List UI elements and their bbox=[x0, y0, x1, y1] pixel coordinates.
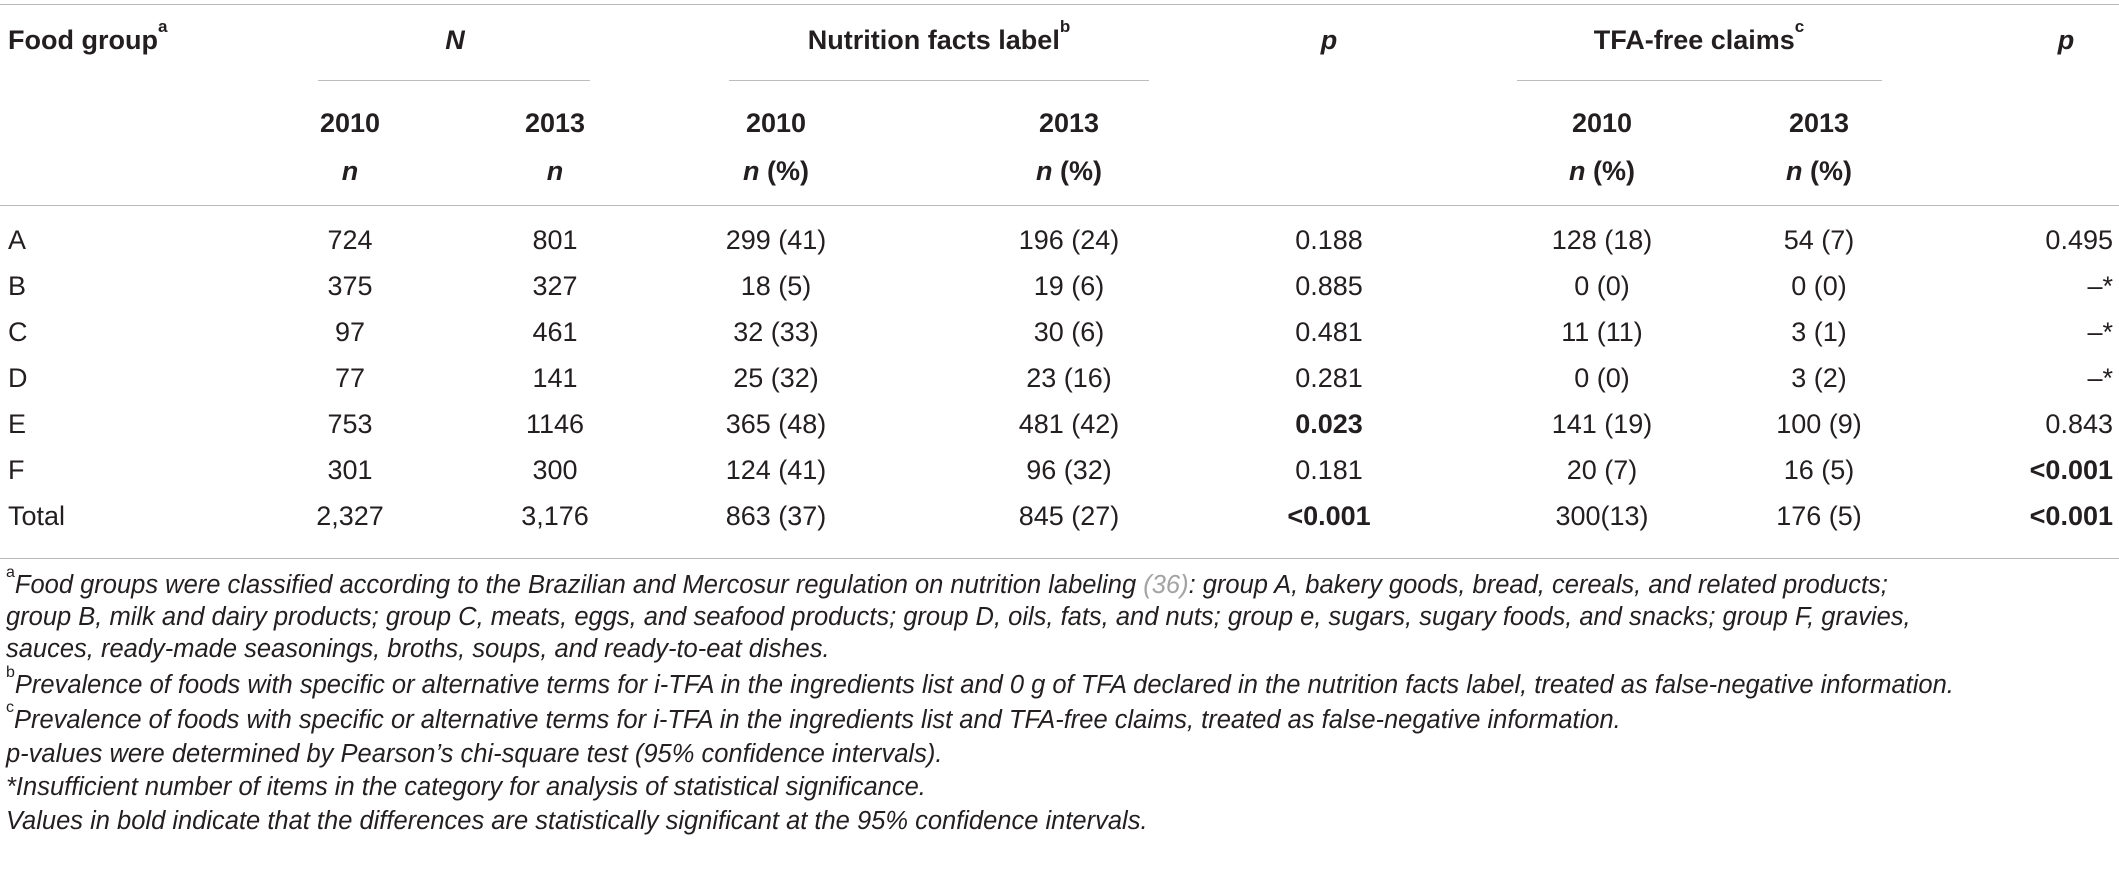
cell-p-tfa: –* bbox=[2087, 317, 2113, 347]
cell-n-2010: 375 bbox=[327, 271, 373, 301]
cell-n-2013: 801 bbox=[532, 225, 578, 255]
cell-n-2010: 753 bbox=[327, 409, 373, 439]
footnote-bold-values: Values in bold indicate that the differe… bbox=[6, 807, 1148, 835]
header-nutrition-facts-label: Nutrition facts labelb bbox=[807, 17, 1071, 55]
cell-tfa-2010: 141 (19) bbox=[1551, 409, 1653, 439]
cell-nutrition-2010: 299 (41) bbox=[725, 225, 827, 255]
header-unit: n bbox=[341, 156, 359, 186]
cell-nutrition-2013: 19 (6) bbox=[1033, 271, 1105, 301]
header-p-nutrition: p bbox=[1320, 25, 1338, 55]
cell-food-group: Total bbox=[8, 501, 66, 531]
cell-n-2013: 141 bbox=[532, 363, 578, 393]
cell-n-2010: 301 bbox=[327, 455, 373, 485]
cell-tfa-2010: 128 (18) bbox=[1551, 225, 1653, 255]
cell-nutrition-2013: 23 (16) bbox=[1026, 363, 1112, 393]
cell-n-2013: 327 bbox=[532, 271, 578, 301]
footnote-a: aFood groups were classified according t… bbox=[6, 564, 1888, 600]
cell-tfa-2013: 176 (5) bbox=[1776, 501, 1862, 531]
cell-p-nutrition: 0.281 bbox=[1295, 363, 1363, 393]
cell-nutrition-2010: 25 (32) bbox=[733, 363, 819, 393]
cell-p-tfa: –* bbox=[2087, 363, 2113, 393]
cell-nutrition-2013: 845 (27) bbox=[1018, 501, 1120, 531]
cell-tfa-2013: 100 (9) bbox=[1776, 409, 1862, 439]
footnote-p-values: p-values were determined by Pearson’s ch… bbox=[6, 740, 943, 768]
tfa-header-underline bbox=[1517, 80, 1882, 81]
cell-p-nutrition: <0.001 bbox=[1287, 501, 1371, 531]
header-year: 2013 bbox=[524, 108, 586, 138]
header-unit: n (%) bbox=[1786, 156, 1852, 186]
cell-p-tfa: <0.001 bbox=[2029, 455, 2113, 485]
table-bottom-rule bbox=[0, 558, 2119, 559]
cell-tfa-2013: 54 (7) bbox=[1783, 225, 1855, 255]
cell-nutrition-2013: 30 (6) bbox=[1033, 317, 1105, 347]
cell-n-2013: 461 bbox=[532, 317, 578, 347]
header-unit: n (%) bbox=[1569, 156, 1635, 186]
header-year: 2010 bbox=[319, 108, 381, 138]
cell-food-group: C bbox=[8, 317, 28, 347]
cell-tfa-2010: 11 (11) bbox=[1561, 317, 1643, 347]
cell-food-group: F bbox=[8, 455, 25, 485]
cell-p-nutrition: 0.481 bbox=[1295, 317, 1363, 347]
n-header-underline bbox=[318, 80, 590, 81]
nutrition-header-underline bbox=[729, 80, 1149, 81]
cell-food-group: D bbox=[8, 363, 28, 393]
cell-tfa-2010: 0 (0) bbox=[1574, 363, 1630, 393]
cell-n-2010: 724 bbox=[327, 225, 373, 255]
cell-p-nutrition: 0.885 bbox=[1295, 271, 1363, 301]
cell-tfa-2013: 0 (0) bbox=[1791, 271, 1847, 301]
header-unit: n bbox=[546, 156, 564, 186]
cell-n-2013: 1146 bbox=[525, 409, 585, 439]
footnote-b: bPrevalence of foods with specific or al… bbox=[6, 664, 1954, 700]
cell-p-nutrition: 0.023 bbox=[1295, 409, 1363, 439]
cell-nutrition-2010: 863 (37) bbox=[725, 501, 827, 531]
header-food-group: Food groupa bbox=[8, 17, 168, 55]
header-year: 2013 bbox=[1038, 108, 1100, 138]
cell-nutrition-2010: 124 (41) bbox=[725, 455, 827, 485]
cell-food-group: A bbox=[8, 225, 27, 255]
cell-n-2013: 3,176 bbox=[521, 501, 589, 531]
footnote-c: cPrevalence of foods with specific or al… bbox=[6, 699, 1621, 735]
header-tfa-free-claims: TFA-free claimsc bbox=[1593, 17, 1805, 55]
cell-nutrition-2013: 481 (42) bbox=[1018, 409, 1120, 439]
cell-nutrition-2013: 96 (32) bbox=[1026, 455, 1112, 485]
cell-n-2010: 77 bbox=[334, 363, 366, 393]
footnote-a-line3: sauces, ready-made seasonings, broths, s… bbox=[6, 635, 830, 663]
header-bottom-rule bbox=[0, 205, 2119, 206]
reference-link[interactable]: (36) bbox=[1143, 571, 1189, 599]
header-unit: n (%) bbox=[1036, 156, 1102, 186]
cell-n-2010: 2,327 bbox=[316, 501, 384, 531]
cell-tfa-2010: 0 (0) bbox=[1574, 271, 1630, 301]
cell-p-tfa: 0.495 bbox=[2045, 225, 2113, 255]
cell-food-group: B bbox=[8, 271, 27, 301]
cell-p-nutrition: 0.188 bbox=[1295, 225, 1363, 255]
cell-p-nutrition: 0.181 bbox=[1295, 455, 1363, 485]
header-n: N bbox=[445, 25, 465, 55]
cell-tfa-2013: 16 (5) bbox=[1783, 455, 1855, 485]
header-year: 2010 bbox=[1571, 108, 1633, 138]
footnote-a-line2: group B, milk and dairy products; group … bbox=[6, 603, 1911, 631]
cell-nutrition-2010: 32 (33) bbox=[733, 317, 819, 347]
table-top-rule bbox=[0, 4, 2119, 5]
cell-nutrition-2013: 196 (24) bbox=[1018, 225, 1120, 255]
cell-nutrition-2010: 18 (5) bbox=[740, 271, 812, 301]
header-year: 2013 bbox=[1788, 108, 1850, 138]
cell-nutrition-2010: 365 (48) bbox=[725, 409, 827, 439]
cell-p-tfa: 0.843 bbox=[2045, 409, 2113, 439]
cell-food-group: E bbox=[8, 409, 27, 439]
header-unit: n (%) bbox=[743, 156, 809, 186]
cell-tfa-2010: 300(13) bbox=[1555, 501, 1649, 531]
cell-tfa-2013: 3 (1) bbox=[1791, 317, 1847, 347]
cell-tfa-2010: 20 (7) bbox=[1566, 455, 1638, 485]
cell-tfa-2013: 3 (2) bbox=[1791, 363, 1847, 393]
cell-p-tfa: –* bbox=[2087, 271, 2113, 301]
header-year: 2010 bbox=[745, 108, 807, 138]
cell-n-2013: 300 bbox=[532, 455, 578, 485]
cell-n-2010: 97 bbox=[334, 317, 366, 347]
cell-p-tfa: <0.001 bbox=[2029, 501, 2113, 531]
footnote-insufficient: *Insufficient number of items in the cat… bbox=[6, 773, 926, 801]
header-p-tfa: p bbox=[2057, 25, 2075, 55]
